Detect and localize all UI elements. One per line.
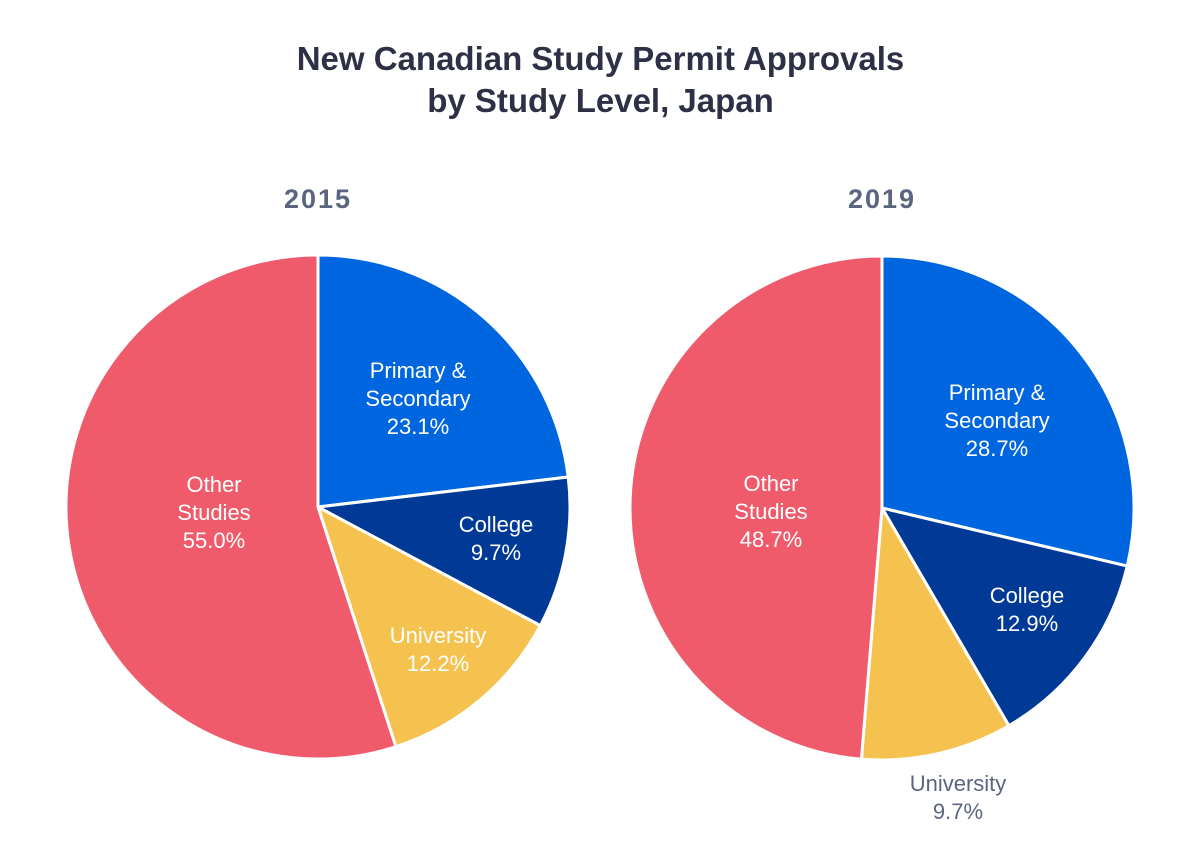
slice-label-college: College 12.9% [990,583,1065,636]
pie-2015: Primary & Secondary 23.1% College 9.7% Univer… [64,253,572,761]
chart-title-line-1: New Canadian Study Permit Approvals [296,40,905,77]
pie-2019-year-label: 2019 [847,184,917,214]
slice-label-university: University 12.2% [390,623,487,676]
pie-2015-year-label: 2015 [283,184,353,214]
pie-slice-college [880,506,1129,728]
pie-slice-other-studies [64,253,398,761]
slice-label-primary-secondary: Primary & Secondary 23.1% [365,358,470,439]
pie-slice-college [316,475,572,628]
pie-slice-primary-secondary [316,253,570,509]
chart-title: New Canadian Study Permit Approvals by S… [0,38,1201,122]
pie-slice-university [859,506,1011,762]
pie-slice-university [316,505,542,749]
pie-2019: Primary & Secondary 28.7% College 12.9% Unive… [628,254,1136,824]
slice-label-other-studies: Other Studies 48.7% [734,471,807,552]
pie-slice-other-studies [628,254,884,761]
slice-label-other-studies: Other Studies 55.0% [177,472,250,553]
pie-slice-primary-secondary [880,254,1136,568]
slice-label-primary-secondary: Primary & Secondary 28.7% [944,380,1049,461]
slice-label-college: College 9.7% [459,512,534,565]
chart-title-line-2: by Study Level, Japan [427,82,774,119]
slice-label-university: University 9.7% [910,771,1007,824]
